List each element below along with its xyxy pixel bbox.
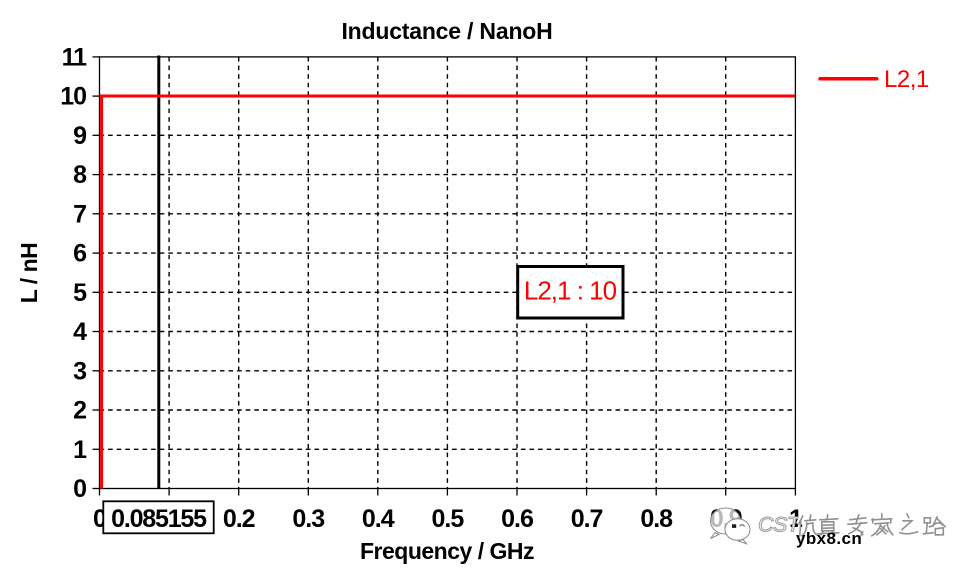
svg-text:1: 1 — [73, 436, 87, 464]
svg-text:L2,1: L2,1 — [884, 66, 929, 93]
svg-text:2: 2 — [73, 397, 86, 425]
svg-text:9: 9 — [73, 122, 86, 150]
svg-text:ybx8.cn: ybx8.cn — [796, 529, 862, 548]
svg-text:L / nH: L / nH — [16, 243, 42, 303]
svg-text:10: 10 — [60, 83, 86, 111]
svg-text:0.3: 0.3 — [292, 505, 324, 533]
svg-text:4: 4 — [73, 318, 87, 346]
svg-text:6: 6 — [73, 240, 86, 268]
svg-text:Frequency / GHz: Frequency / GHz — [360, 538, 534, 564]
svg-text:7: 7 — [73, 200, 86, 228]
svg-text:0: 0 — [73, 475, 86, 503]
svg-text:0.8: 0.8 — [640, 505, 673, 533]
svg-text:0.085155: 0.085155 — [111, 505, 207, 533]
svg-text:0.5: 0.5 — [432, 505, 465, 533]
svg-text:0.7: 0.7 — [571, 505, 603, 533]
svg-text:0.6: 0.6 — [501, 505, 533, 533]
svg-text:8: 8 — [73, 161, 87, 189]
svg-text:Inductance / NanoH: Inductance / NanoH — [341, 18, 552, 44]
svg-text:5: 5 — [73, 279, 87, 307]
svg-text:11: 11 — [62, 43, 88, 71]
svg-text:0.4: 0.4 — [362, 505, 395, 533]
svg-text:L2,1 : 10: L2,1 : 10 — [524, 276, 617, 306]
svg-text:CST: CST — [758, 513, 802, 537]
svg-text:0.2: 0.2 — [223, 505, 255, 533]
svg-text:3: 3 — [73, 357, 86, 385]
